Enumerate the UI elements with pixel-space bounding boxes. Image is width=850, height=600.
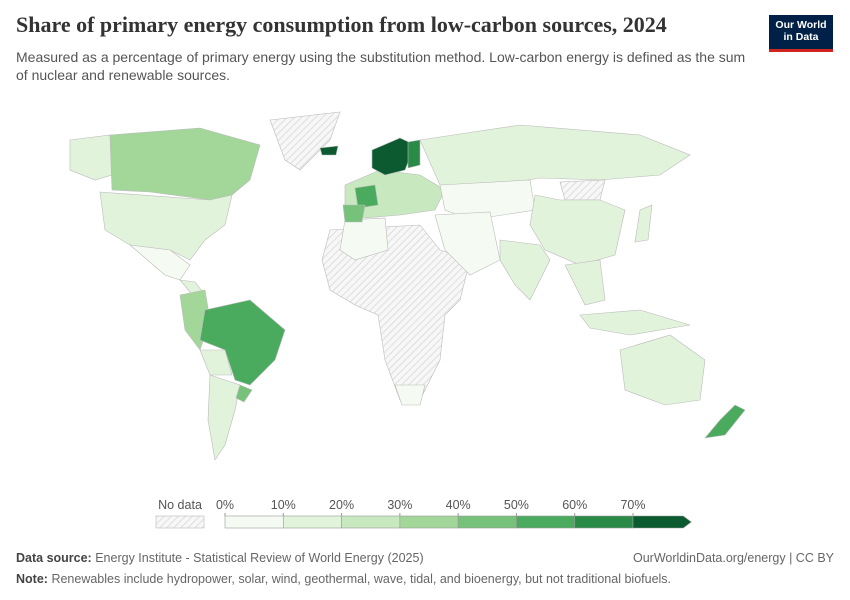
legend-swatch bbox=[574, 515, 634, 529]
north-africa[interactable] bbox=[339, 217, 389, 261]
argentina[interactable] bbox=[207, 374, 241, 461]
finland[interactable] bbox=[407, 139, 421, 169]
legend-tick-label: 0% bbox=[216, 498, 234, 512]
legend-no-data bbox=[155, 515, 205, 529]
mongolia[interactable] bbox=[559, 179, 606, 201]
legend-tick-label: 70% bbox=[620, 498, 645, 512]
legend-no-data-label: No data bbox=[158, 498, 202, 512]
legend-swatch bbox=[282, 515, 342, 529]
japan[interactable] bbox=[634, 204, 653, 243]
legend-swatch bbox=[516, 515, 576, 529]
new-zealand[interactable] bbox=[704, 404, 746, 439]
legend-tick-label: 20% bbox=[329, 498, 354, 512]
china[interactable] bbox=[529, 194, 626, 266]
logo-line: in Data bbox=[783, 31, 819, 43]
legend-swatch bbox=[224, 515, 284, 529]
source-line: Data source: Energy Institute - Statisti… bbox=[16, 548, 834, 569]
map: No data 0% 10% 20% 30% 40% 50% 60% 70% bbox=[69, 111, 746, 529]
legend-swatch bbox=[457, 515, 517, 529]
countries bbox=[69, 111, 746, 461]
logo-line: Our World bbox=[775, 19, 827, 31]
australia[interactable] bbox=[619, 334, 706, 406]
greenland[interactable] bbox=[269, 111, 341, 171]
iberia[interactable] bbox=[342, 204, 366, 223]
source: Energy Institute - Statistical Review of… bbox=[95, 551, 424, 565]
south-africa[interactable] bbox=[394, 384, 426, 406]
alaska[interactable] bbox=[69, 134, 113, 181]
subtitle: Measured as a percentage of primary ener… bbox=[16, 49, 746, 83]
title: Share of primary energy consumption from… bbox=[16, 12, 667, 37]
note: Renewables include hydropower, solar, wi… bbox=[51, 572, 672, 586]
note-line: Note: Renewables include hydropower, sol… bbox=[16, 569, 834, 590]
indonesia[interactable] bbox=[579, 309, 691, 336]
usa[interactable] bbox=[99, 191, 233, 261]
legend-swatch bbox=[399, 515, 459, 529]
france[interactable] bbox=[354, 184, 379, 209]
central-asia[interactable] bbox=[439, 179, 536, 221]
legend-tick-label: 30% bbox=[387, 498, 412, 512]
uruguay[interactable] bbox=[235, 384, 253, 403]
southeast-asia[interactable] bbox=[564, 259, 606, 306]
legend-swatch bbox=[341, 515, 401, 529]
canada[interactable] bbox=[109, 127, 261, 201]
legend-tick-label: 40% bbox=[446, 498, 471, 512]
scandinavia[interactable] bbox=[371, 137, 416, 176]
legend-tick-label: 50% bbox=[504, 498, 529, 512]
legend: No data 0% 10% 20% 30% 40% 50% 60% 70% bbox=[155, 498, 692, 529]
legend-swatch bbox=[632, 515, 692, 529]
logo[interactable]: Our World in Data bbox=[769, 15, 833, 52]
url[interactable]: OurWorldinData.org/energy | CC BY bbox=[632, 551, 834, 565]
middle-east[interactable] bbox=[434, 211, 501, 276]
bolivia[interactable] bbox=[199, 349, 233, 376]
mexico[interactable] bbox=[129, 244, 191, 281]
russia[interactable] bbox=[419, 124, 691, 191]
india[interactable] bbox=[499, 239, 551, 301]
iceland[interactable] bbox=[319, 145, 339, 156]
legend-tick-label: 10% bbox=[271, 498, 296, 512]
footer: Data source: Energy Institute - Statisti… bbox=[16, 548, 834, 590]
legend-tick-label: 60% bbox=[562, 498, 587, 512]
note-label: Note: bbox=[16, 572, 48, 586]
source-label: Data source: bbox=[16, 551, 92, 565]
brazil[interactable] bbox=[199, 299, 286, 386]
